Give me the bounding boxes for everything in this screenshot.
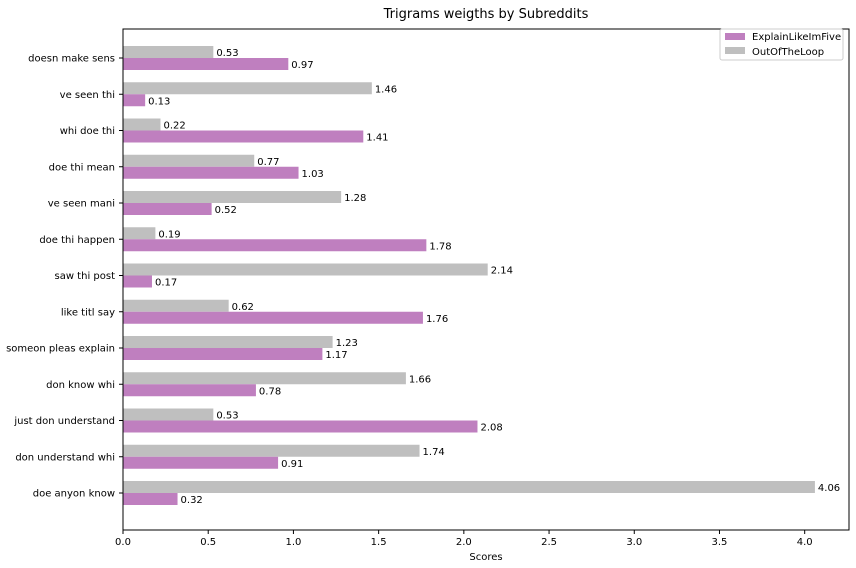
bar-explainlikeimfive (123, 203, 212, 215)
data-label-explainlikeimfive: 1.41 (366, 133, 388, 144)
data-label-explainlikeimfive: 0.17 (155, 278, 177, 289)
data-label-outoftheloop: 0.53 (216, 411, 238, 422)
legend-swatch-outoftheloop (725, 47, 745, 54)
y-tick-label: doe thi mean (49, 162, 115, 173)
legend-swatch-explainlikeimfive (725, 33, 745, 40)
y-tick-label: whi doe thi (60, 126, 115, 137)
x-axis-label: Scores (469, 552, 502, 563)
x-tick-label: 2.0 (456, 537, 472, 548)
y-tick-label: just don understand (13, 416, 115, 427)
y-tick-label: someon pleas explain (6, 344, 115, 355)
data-label-outoftheloop: 0.22 (163, 121, 185, 132)
data-label-outoftheloop: 1.46 (375, 84, 397, 95)
y-tick-label: doesn make sens (28, 54, 115, 65)
y-tick-label: doe anyon know (33, 489, 115, 500)
data-label-outoftheloop: 1.66 (409, 374, 431, 385)
data-label-outoftheloop: 0.77 (257, 157, 279, 168)
bar-outoftheloop (123, 227, 156, 240)
bar-outoftheloop (123, 118, 161, 131)
data-label-explainlikeimfive: 0.52 (215, 205, 237, 216)
x-tick-label: 0.5 (200, 537, 216, 548)
bar-explainlikeimfive (123, 94, 146, 107)
legend-label-outoftheloop: OutOfTheLoop (752, 47, 824, 58)
data-label-explainlikeimfive: 1.03 (302, 169, 324, 180)
bar-outoftheloop (123, 372, 406, 385)
data-label-explainlikeimfive: 2.08 (480, 423, 502, 434)
bar-outoftheloop (123, 191, 342, 203)
bar-explainlikeimfive (123, 493, 178, 505)
y-tick-label: ve seen thi (60, 90, 115, 101)
data-label-outoftheloop: 0.53 (216, 48, 238, 59)
plot-frame (122, 28, 850, 531)
x-tick-label: 1.5 (371, 537, 387, 548)
data-label-outoftheloop: 2.14 (491, 266, 513, 277)
chart-title: Trigrams weigths by Subreddits (383, 7, 589, 22)
legend-label-explainlikeimfive: ExplainLikeImFive (752, 32, 841, 43)
bar-explainlikeimfive (123, 130, 364, 143)
data-label-explainlikeimfive: 0.91 (281, 459, 303, 470)
bar-outoftheloop (123, 46, 214, 58)
data-label-explainlikeimfive: 0.13 (148, 96, 170, 107)
x-tick-label: 3.0 (626, 537, 642, 548)
bar-explainlikeimfive (123, 348, 323, 360)
legend: ExplainLikeImFive OutOfTheLoop (719, 28, 844, 61)
data-label-outoftheloop: 0.62 (232, 302, 254, 313)
bars-group (123, 46, 815, 505)
data-label-outoftheloop: 4.06 (818, 483, 840, 494)
y-tick-label: doe thi happen (39, 235, 115, 246)
data-label-explainlikeimfive: 1.76 (426, 314, 448, 325)
bar-outoftheloop (123, 336, 333, 348)
data-label-explainlikeimfive: 1.17 (325, 350, 347, 361)
bar-explainlikeimfive (123, 384, 256, 397)
y-tick-label: don understand whi (15, 452, 115, 463)
data-label-outoftheloop: 0.19 (158, 229, 180, 240)
bar-outoftheloop (123, 82, 372, 95)
data-label-outoftheloop: 1.74 (423, 447, 445, 458)
y-tick-label: don know whi (46, 380, 115, 391)
x-axis-ticks: 0.0 0.5 1.0 1.5 2.0 2.5 3.0 3.5 4.0 (115, 530, 813, 548)
bar-outoftheloop (123, 408, 214, 421)
x-tick-label: 2.5 (541, 537, 557, 548)
legend-box (719, 28, 844, 61)
bar-explainlikeimfive (123, 311, 423, 324)
bar-explainlikeimfive (123, 58, 289, 70)
data-label-explainlikeimfive: 1.78 (429, 241, 451, 252)
bar-explainlikeimfive (123, 239, 427, 252)
bar-explainlikeimfive (123, 456, 279, 469)
bar-outoftheloop (123, 444, 420, 457)
bar-explainlikeimfive (123, 420, 478, 433)
y-tick-label: like titl say (61, 307, 115, 318)
bar-outoftheloop (123, 299, 229, 312)
bar-outoftheloop (123, 154, 255, 167)
bar-explainlikeimfive (123, 166, 299, 179)
bar-explainlikeimfive (123, 275, 152, 288)
y-axis-ticks: doesn make sens ve seen thi whi doe thi doe… (6, 54, 123, 500)
data-label-outoftheloop: 1.28 (344, 193, 366, 204)
data-label-explainlikeimfive: 0.78 (259, 386, 281, 397)
data-label-explainlikeimfive: 0.97 (291, 60, 313, 71)
bar-outoftheloop (123, 263, 488, 276)
x-tick-label: 1.0 (285, 537, 301, 548)
y-tick-label: ve seen mani (48, 199, 115, 210)
data-label-explainlikeimfive: 0.32 (181, 495, 203, 506)
x-tick-label: 4.0 (797, 537, 813, 548)
y-tick-label: saw thi post (54, 271, 115, 282)
x-tick-label: 0.0 (115, 537, 131, 548)
data-labels-group: 0.53 0.97 1.46 0.13 0.22 1.41 0.77 1.03 1.28 0.52… (148, 48, 840, 506)
x-tick-label: 3.5 (712, 537, 728, 548)
bar-outoftheloop (123, 481, 815, 493)
data-label-outoftheloop: 1.23 (336, 338, 358, 349)
